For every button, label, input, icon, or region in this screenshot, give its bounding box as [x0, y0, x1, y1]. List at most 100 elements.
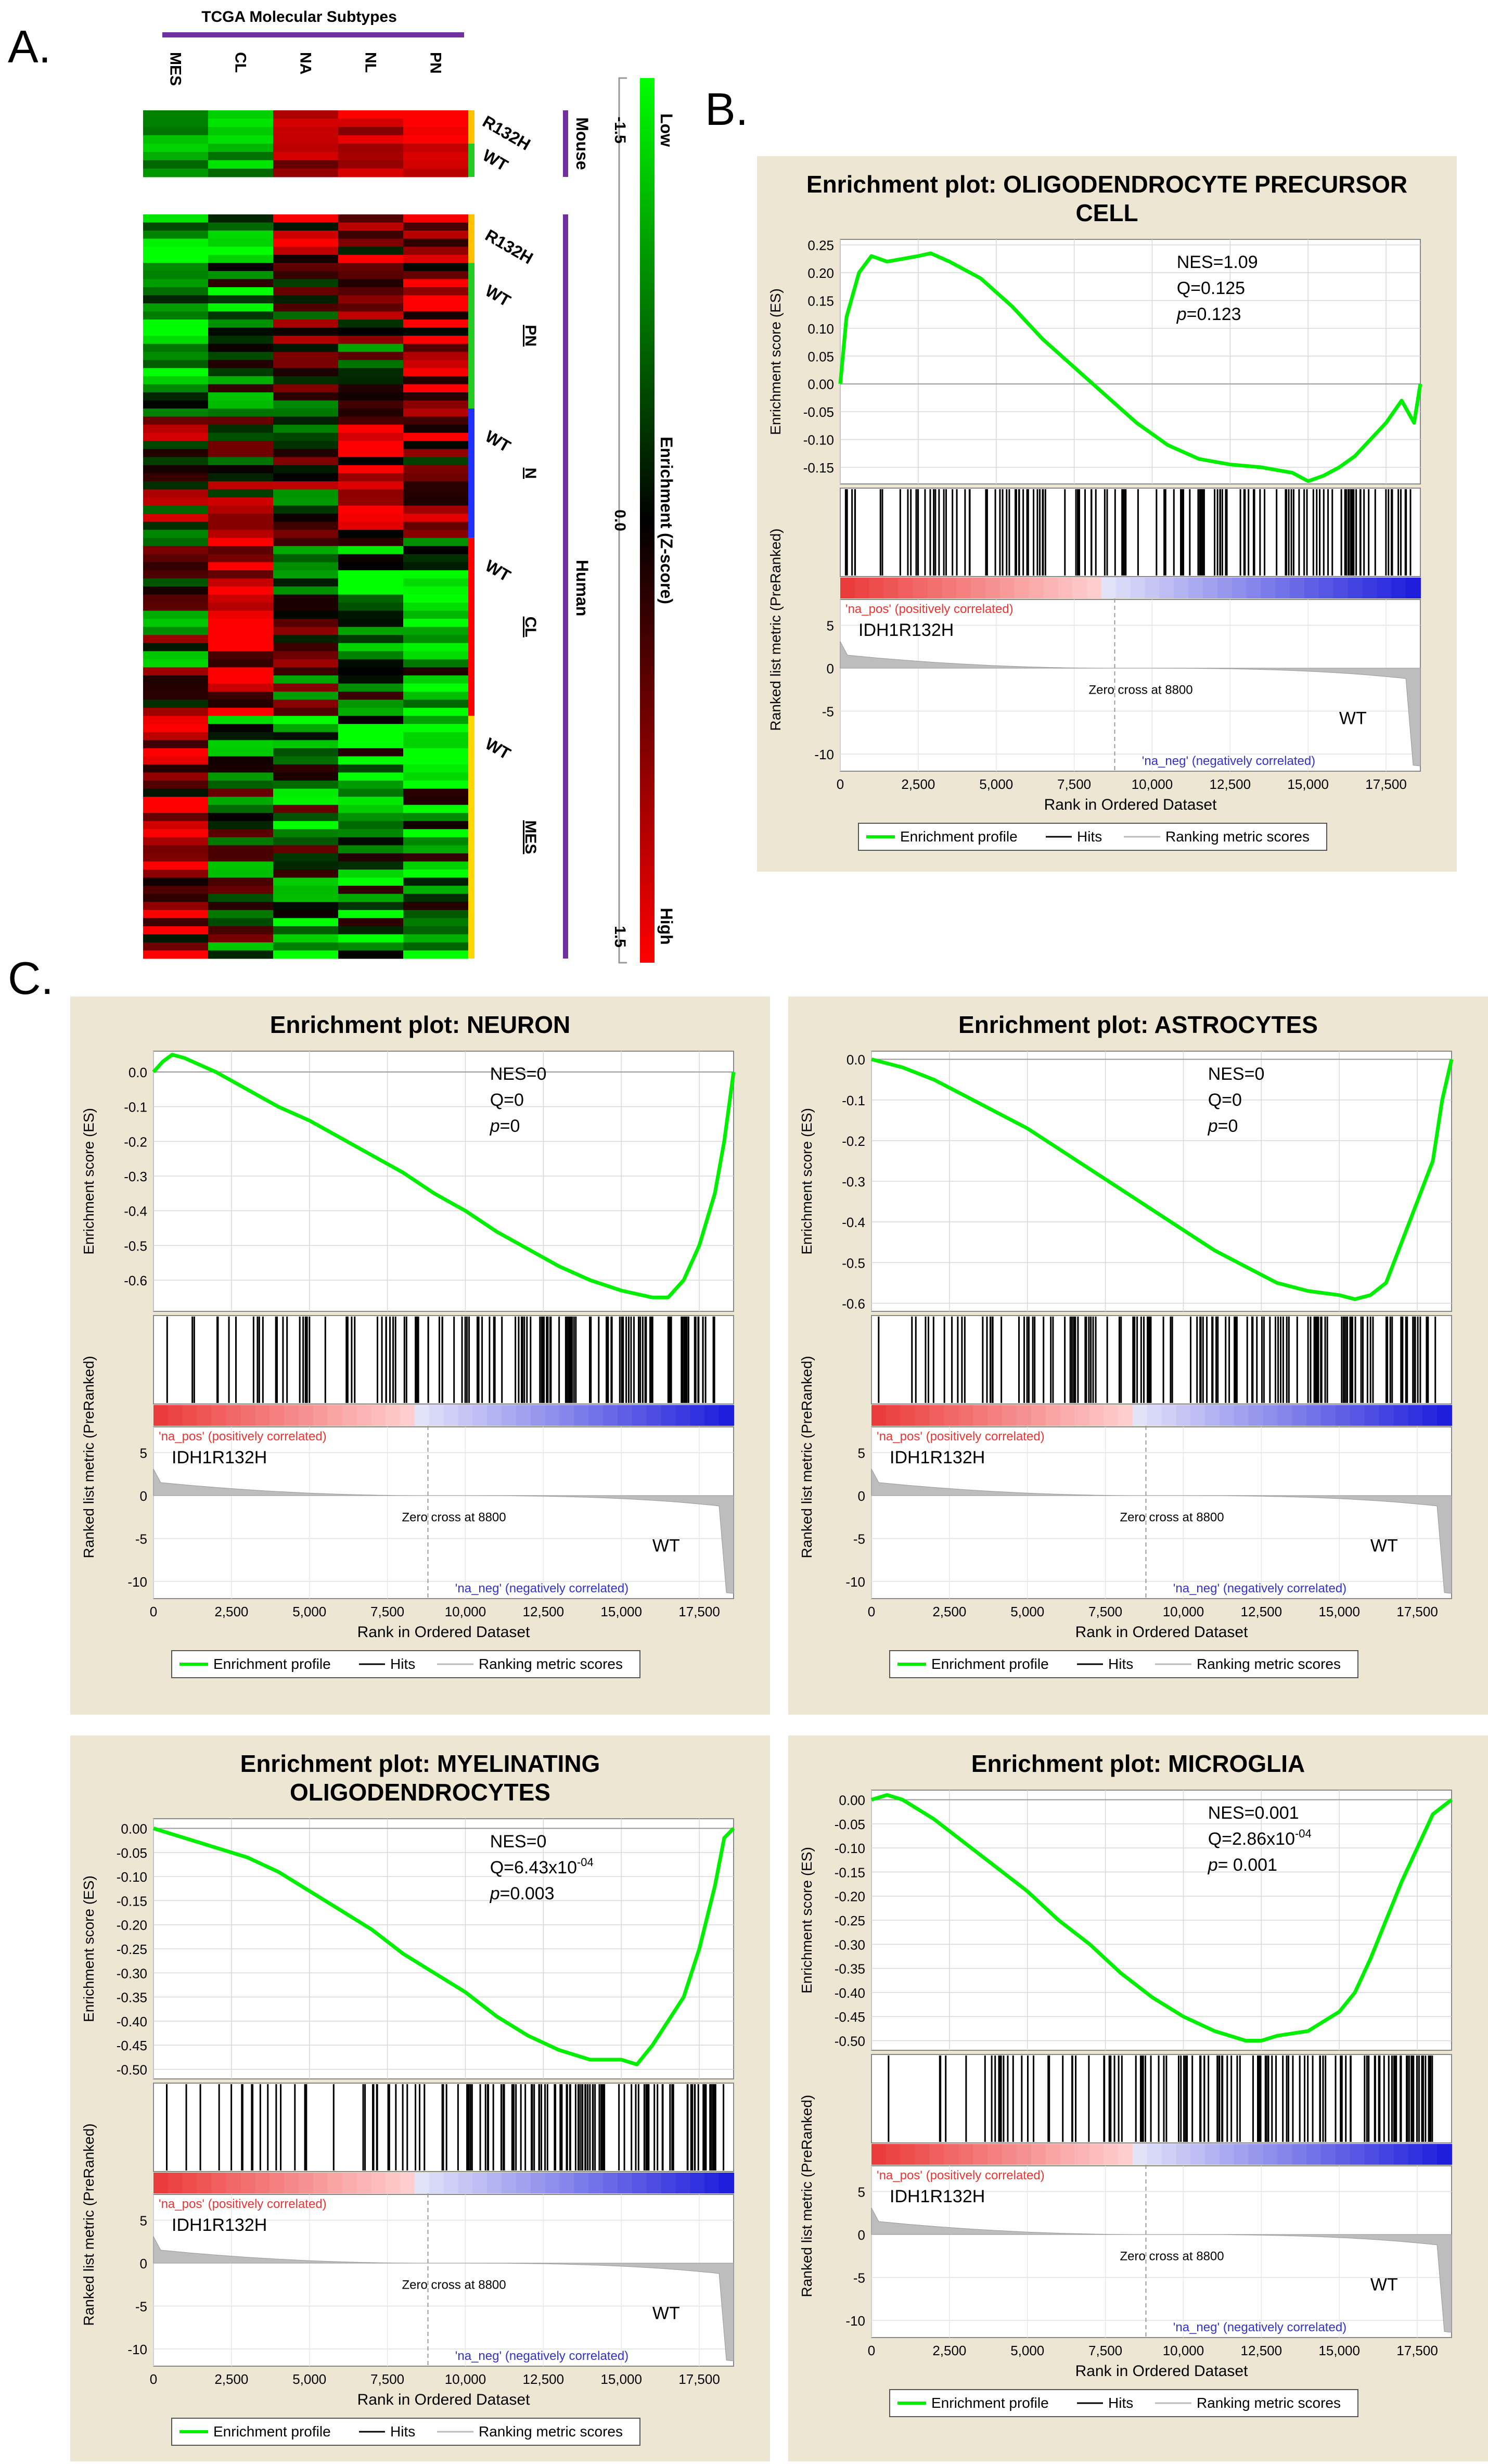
ranking-strip-segment	[559, 1405, 575, 1426]
zero-cross-label: Zero cross at 8800	[402, 2278, 506, 2292]
x-tick-label: 17,500	[1396, 2343, 1438, 2358]
heatmap-cell	[338, 886, 404, 895]
heatmap-cell	[403, 788, 469, 797]
heatmap-cell	[208, 360, 274, 368]
heatmap-cell	[143, 902, 209, 911]
ranking-strip-segment	[1422, 1405, 1438, 1426]
heatmap-cell	[208, 497, 274, 506]
heatmap-cell	[143, 756, 209, 765]
heatmap-cell	[143, 231, 209, 239]
ranking-strip-segment	[1437, 2144, 1452, 2165]
heatmap-cell	[338, 384, 404, 393]
heatmap-cell	[338, 457, 404, 466]
x-tick-label: 7,500	[370, 2371, 404, 2387]
heatmap-cell	[273, 893, 339, 902]
stat-label: Q=2.86x10-04	[1208, 1827, 1312, 1849]
heatmap-cell	[273, 152, 339, 161]
heatmap-cell	[338, 910, 404, 918]
heatmap-cell	[403, 740, 469, 749]
ranking-strip-segment	[371, 2173, 386, 2193]
heatmap-cell	[273, 287, 339, 296]
heatmap-cell	[338, 343, 404, 352]
heatmap-cell	[143, 110, 209, 119]
heatmap-cell	[208, 805, 274, 813]
heatmap-cells	[143, 110, 469, 959]
heatmap-cell	[143, 870, 209, 878]
y-tick-label: -0.40	[835, 1985, 865, 2001]
heatmap-cell	[143, 336, 209, 344]
colorbar-tick-mid: 0.0	[611, 509, 628, 531]
ranking-strip-segment	[1045, 1405, 1061, 1426]
ranking-strip-segment	[1089, 2144, 1104, 2165]
heatmap-cell	[403, 144, 469, 152]
heatmap-cell	[273, 505, 339, 514]
heatmap-cell	[208, 238, 274, 247]
ranking-strip-segment	[1350, 2144, 1365, 2165]
heatmap-cell	[273, 384, 339, 393]
heatmap-cell	[208, 699, 274, 708]
ranking-strip-segment	[1292, 1405, 1307, 1426]
heatmap-cell	[143, 918, 209, 927]
heatmap-cell	[273, 160, 339, 169]
x-tick-label: 0	[150, 1604, 157, 1619]
heatmap-cell	[403, 320, 469, 328]
heatmap-cell	[338, 505, 404, 514]
heatmap-cell	[403, 764, 469, 773]
heatmap-cell	[208, 708, 274, 717]
ranking-strip-segment	[1364, 2144, 1380, 2165]
metric-tick-label: -10	[845, 2313, 865, 2329]
legend-box	[171, 2418, 640, 2446]
metric-tick-label: -10	[127, 1574, 147, 1590]
heatmap-cell	[403, 489, 469, 498]
ranking-strip-segment	[559, 2173, 575, 2193]
ranking-strip-segment	[197, 2173, 212, 2193]
ranking-strip-segment	[871, 1405, 887, 1426]
heatmap-cell	[338, 659, 404, 668]
heatmap-cell	[273, 538, 339, 546]
legend-label: Hits	[1108, 1656, 1133, 1672]
heatmap-cell	[338, 893, 404, 902]
ranking-strip-segment	[1205, 2144, 1220, 2165]
heatmap-cell	[143, 400, 209, 409]
ranking-strip-segment	[1089, 1405, 1104, 1426]
ranking-strip-segment	[313, 1405, 328, 1426]
heatmap-cell	[143, 708, 209, 717]
hits	[888, 2056, 1433, 2142]
ranking-strip-segment	[675, 1405, 691, 1426]
colorbar-high-label: High	[657, 908, 676, 944]
ranking-strip-segment	[1104, 1405, 1119, 1426]
heatmap-cell	[403, 861, 469, 870]
y-tick-label: -0.3	[842, 1174, 865, 1190]
ranking-strip-segment	[414, 1405, 430, 1426]
x-tick-label: 7,500	[1057, 776, 1091, 792]
legend-label: Ranking metric scores	[479, 1656, 623, 1672]
heatmap-cell	[338, 441, 404, 450]
ranking-strip-segment	[240, 2173, 256, 2193]
ranking-strip-segment	[1118, 2144, 1133, 2165]
legend-label: Ranking metric scores	[1197, 2395, 1341, 2411]
ranking-strip-segment	[298, 1405, 314, 1426]
ranking-strip-segment	[386, 2173, 401, 2193]
heatmap-cell	[338, 473, 404, 482]
plot-title: Enrichment plot: OLIGODENDROCYTE PRECURS…	[806, 171, 1407, 198]
heatmap-cell	[143, 788, 209, 797]
heatmap-cell	[273, 910, 339, 918]
y-tick-label: -0.4	[842, 1215, 865, 1230]
ranking-strip-segment	[915, 1405, 930, 1426]
heatmap-cell	[273, 214, 339, 223]
ranking-strip-segment	[1147, 2144, 1162, 2165]
heatmap-cell	[338, 950, 404, 959]
plot-title: Enrichment plot: MICROGLIA	[971, 1750, 1305, 1777]
ranking-strip-segment	[1306, 2144, 1322, 2165]
pos-group-label: IDH1R132H	[890, 2187, 985, 2206]
heatmap-cell	[338, 578, 404, 587]
pos-group-label: IDH1R132H	[172, 2215, 267, 2235]
heatmap-cell	[403, 368, 469, 377]
heatmap-cell	[403, 708, 469, 717]
ranking-strip-segment	[1176, 1405, 1191, 1426]
heatmap-cell	[403, 400, 469, 409]
x-tick-label: 10,000	[1132, 776, 1173, 792]
ranking-strip-segment	[530, 1405, 546, 1426]
stat-label: NES=0.001	[1208, 1803, 1299, 1823]
